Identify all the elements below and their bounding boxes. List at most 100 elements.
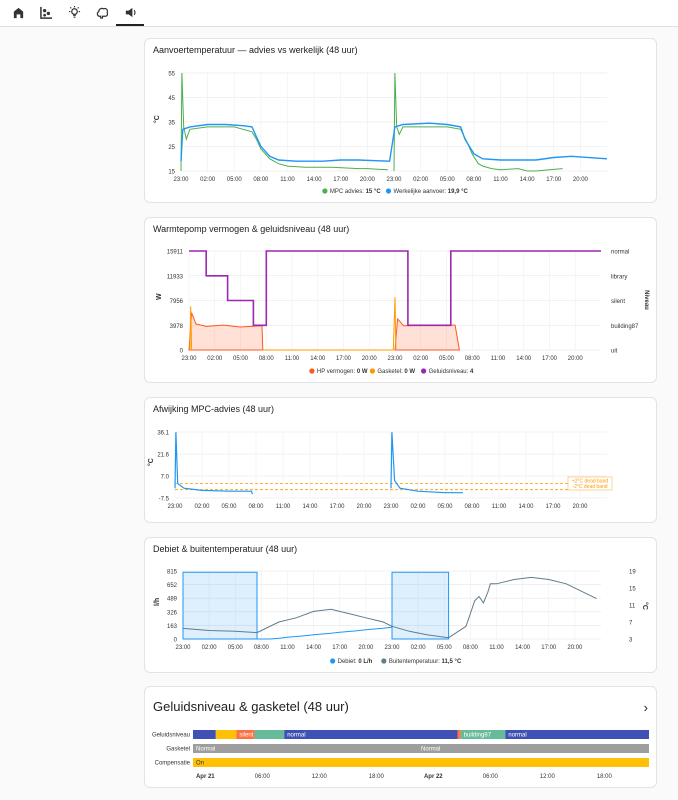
x-tick-label: 20:00 [360,177,376,183]
y-tick-label: 36.1 [157,431,169,437]
x-tick-label: 02:00 [410,504,426,510]
timeline-segment-label: Normal [196,747,215,753]
legend-marker [322,188,328,194]
right-axis-label: °C [641,602,649,610]
x-tick-label: 02:00 [413,356,429,362]
tab-home[interactable] [4,0,32,24]
x-tick-label: 18:00 [369,774,385,780]
x-tick-label: 20:00 [573,177,589,183]
x-tick-label: 08:00 [253,177,269,183]
x-tick-label: 08:00 [463,645,479,651]
y-tick-label: 7.0 [161,475,170,481]
timeline-row-label: Gasketel [166,747,190,753]
y-axis-label: °C [153,115,161,123]
dead-band-label-box [567,476,613,491]
mpc-deviation-chart: 36.121.67.0-7.523:00 02:00 05:00 08:00 11:00… [147,431,613,510]
right-tick-label: building87 [611,324,639,330]
timeline-segment [193,730,216,739]
y-tick-label: 25 [168,145,175,151]
x-tick-label: 14:00 [306,645,322,651]
x-tick-label: 11:00 [489,645,504,651]
timeline-row-label: Geluidsniveau [152,733,190,739]
tab-brain[interactable] [88,0,116,24]
y-tick-label: 35 [168,121,175,127]
x-tick-label: 20:00 [572,504,588,510]
series-mpc-advice [393,72,563,172]
x-tick-label: 06:00 [255,774,271,780]
x-tick-label: 02:00 [202,645,218,651]
x-tick-label: 17:00 [545,504,561,510]
card-title: Afwijking MPC-advies (48 uur) [153,404,275,414]
y-axis-label: W [156,293,163,300]
timeline-segment-label: normal [508,733,526,739]
x-tick-label: 08:00 [254,645,270,651]
timeline-segment [193,758,649,767]
card-title: Warmtepomp vermogen & geluidsniveau (48 … [153,224,350,234]
y-tick-label: 55 [168,72,175,78]
x-tick-label: Apr 22 [424,774,443,780]
x-tick-label: 17:00 [542,356,558,362]
right-axis-label: Niveau [643,290,649,310]
legend-marker [309,368,315,374]
y-tick-label: 652 [167,583,178,589]
dead-band-label: -2°C dead band [572,484,607,490]
tab-data[interactable] [32,0,60,24]
x-tick-label: 05:00 [221,504,237,510]
x-tick-label: 06:00 [483,774,499,780]
y-tick-label: 326 [167,610,178,616]
tab-lights[interactable] [60,0,88,24]
timeline-segment [236,730,255,739]
x-tick-label: 02:00 [200,177,216,183]
x-tick-label: 20:00 [362,356,378,362]
card-heat-pump-power: Warmtepomp vermogen & geluidsniveau (48 … [144,217,657,383]
card-title: Geluidsniveau & gasketel (48 uur) [153,699,349,714]
series-deviation [390,432,463,494]
x-tick-label: 23:00 [181,356,197,362]
x-tick-label: 05:00 [439,356,455,362]
series-noise-level [189,250,601,327]
y-axis-label: °C [147,458,155,466]
x-tick-label: 12:00 [540,774,556,780]
right-tick-label: library [611,274,627,280]
x-tick-label: 05:00 [233,356,249,362]
y-tick-label: 0 [180,349,184,355]
x-tick-label: 05:00 [437,504,453,510]
x-tick-label: 17:00 [541,645,557,651]
tab-sound[interactable] [116,0,144,26]
timeline-segment [457,730,461,739]
y-tick-label: 3978 [170,324,184,330]
series-flow [257,626,393,640]
x-tick-label: 23:00 [175,645,191,651]
x-tick-label: 11:00 [276,504,291,510]
legend-marker [421,368,427,374]
right-tick-label: 19 [629,570,636,576]
x-tick-label: 08:00 [466,177,482,183]
x-tick-label: 14:00 [515,645,531,651]
x-tick-label: 02:00 [413,177,429,183]
series-flow-area [182,571,258,640]
x-tick-label: 17:00 [546,177,562,183]
legend-label: HP vermogen: 0 W [317,369,368,375]
y-tick-label: 45 [168,96,175,102]
timeline-chart: Geluidsniveau silent normal building87 norma… [152,730,649,780]
legend-label: Geluidsniveau: 4 [429,369,474,375]
x-tick-label: 17:00 [333,177,349,183]
legend-label: MPC advies: 15 °C [330,189,381,195]
y-tick-label: 21.6 [157,453,169,459]
chevron-right-icon[interactable]: › [643,700,648,715]
x-tick-label: 02:00 [411,645,427,651]
top-tab-bar [0,0,678,27]
x-tick-label: 08:00 [248,504,264,510]
right-tick-label: 7 [629,621,633,627]
series-gas [262,297,397,351]
legend-marker [369,368,375,374]
x-tick-label: 11:00 [280,177,295,183]
x-tick-label: 23:00 [387,356,403,362]
series-gas [189,306,193,351]
card-noise-gas-timeline: Geluidsniveau & gasketel (48 uur) › Gelu… [144,686,657,788]
y-tick-label: 815 [167,570,178,576]
x-tick-label: 14:00 [516,356,532,362]
y-tick-label: 163 [167,624,178,630]
series-flow-area [391,571,450,640]
